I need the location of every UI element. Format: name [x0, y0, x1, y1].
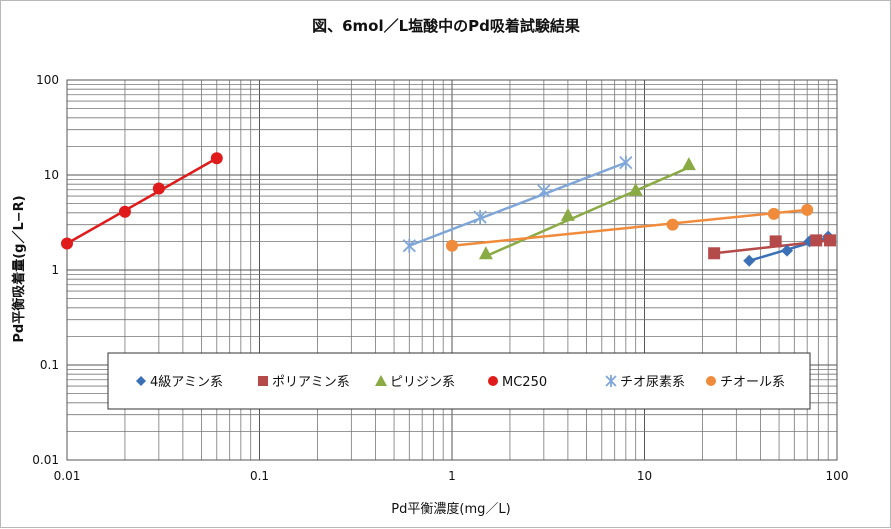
data-point-series-1	[824, 234, 837, 247]
x-tick-label: 1	[448, 469, 456, 483]
trend-line-series-4	[408, 161, 627, 247]
legend-label: ポリアミン系	[272, 375, 350, 390]
data-point-series-4	[537, 183, 551, 198]
legend-marker	[136, 376, 146, 386]
y-axis-title: Pd平衡吸着量(g／L−R)	[11, 195, 27, 342]
data-point-series-5	[666, 218, 679, 231]
legend-label: MC250	[502, 375, 547, 390]
data-point-series-4	[619, 155, 633, 170]
legend-item-3: MC250	[488, 375, 547, 390]
legend-marker	[258, 376, 268, 386]
y-tick-label: 0.01	[32, 453, 59, 467]
data-points	[61, 152, 837, 267]
data-point-series-5	[767, 207, 780, 220]
legend-marker	[488, 376, 498, 386]
trend-line-series-3	[66, 157, 218, 245]
legend-label: チオール系	[720, 375, 785, 390]
trend-lines	[66, 157, 831, 262]
legend-label: 4級アミン系	[150, 375, 223, 390]
data-point-series-2	[681, 157, 696, 171]
chart-title: 図、6mol／L塩酸中のPd吸着試験結果	[312, 17, 581, 35]
x-tick-label: 10	[637, 469, 652, 483]
data-point-series-4	[473, 210, 487, 225]
legend-item-1: ポリアミン系	[258, 375, 350, 390]
y-tick-label: 10	[44, 168, 59, 182]
legend-marker	[375, 375, 387, 386]
x-tick-label: 0.01	[54, 469, 81, 483]
data-point-series-3	[118, 205, 131, 218]
trend-line-series-5	[451, 208, 808, 247]
data-point-series-1	[810, 234, 823, 247]
data-point-series-2	[478, 246, 493, 260]
plot-area	[66, 79, 838, 461]
data-point-series-3	[210, 152, 223, 165]
data-point-series-3	[152, 182, 165, 195]
legend-items: 4級アミン系 ポリアミン系 ピリジン系 MC250 チオ尿素系 チオール系	[136, 375, 785, 390]
y-tick-label: 1	[51, 263, 59, 277]
x-axis-title: Pd平衡濃度(mg／L)	[391, 501, 510, 517]
trend-line-series-2	[485, 166, 690, 258]
x-tick-label: 100	[826, 469, 849, 483]
legend-label: チオ尿素系	[620, 375, 685, 390]
data-point-series-0	[781, 244, 794, 257]
legend-marker	[605, 375, 617, 387]
data-point-series-2	[628, 182, 643, 196]
data-point-series-3	[61, 237, 73, 250]
data-point-series-5	[801, 203, 814, 216]
legend-item-0: 4級アミン系	[136, 375, 223, 390]
legend-label: ピリジン系	[390, 375, 455, 390]
data-point-series-1	[769, 235, 782, 248]
y-tick-label: 100	[36, 73, 59, 87]
data-point-series-0	[743, 254, 756, 267]
data-point-series-4	[402, 238, 416, 253]
legend-item-4: チオ尿素系	[605, 375, 685, 390]
data-point-series-5	[446, 239, 458, 252]
y-tick-label: 0.1	[40, 358, 59, 372]
data-point-series-2	[560, 207, 575, 221]
legend-box	[107, 352, 811, 410]
legend-marker	[706, 376, 716, 386]
legend-item-2: ピリジン系	[375, 375, 455, 390]
legend: 4級アミン系 ポリアミン系 ピリジン系 MC250 チオ尿素系 チオール系	[107, 352, 811, 410]
legend-item-5: チオール系	[706, 375, 785, 390]
tick-labels: 0.01 0.1 1 10 100 0.01 0.1 1 10 100	[32, 73, 848, 483]
data-point-series-1	[708, 247, 721, 260]
x-tick-label: 0.1	[250, 469, 269, 483]
